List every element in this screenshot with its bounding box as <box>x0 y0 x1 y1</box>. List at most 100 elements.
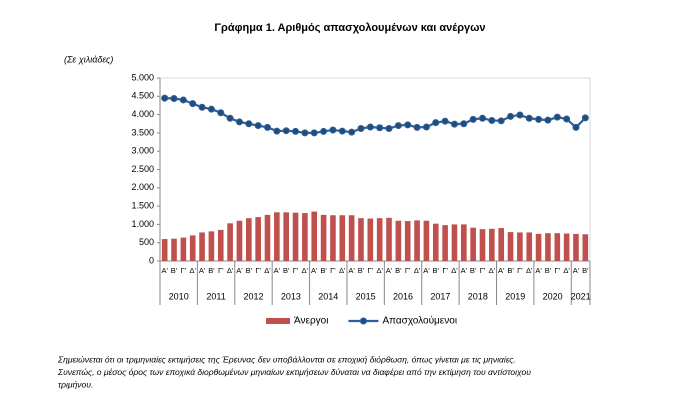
x-tick-label: Γ' <box>554 266 560 275</box>
x-tick-label: Γ' <box>368 266 374 275</box>
line-marker <box>320 127 328 135</box>
year-label: 2015 <box>356 291 376 301</box>
x-tick-label: Γ' <box>293 266 299 275</box>
year-label: 2011 <box>206 291 225 301</box>
bar <box>582 234 589 261</box>
line-marker <box>329 126 337 134</box>
bar <box>255 217 261 261</box>
year-label: 2014 <box>318 291 338 301</box>
y-tick-label: 3.500 <box>131 127 154 137</box>
line-marker <box>422 123 430 131</box>
line-marker <box>581 114 589 122</box>
line-marker <box>535 115 543 123</box>
bar <box>227 223 233 261</box>
x-tick-label: Β' <box>507 266 514 275</box>
bar <box>171 238 177 261</box>
line-marker <box>282 127 290 135</box>
x-tick-label: Β' <box>320 266 327 275</box>
legend-swatch <box>359 317 367 325</box>
line-marker <box>525 114 533 122</box>
bar <box>236 220 243 261</box>
line-marker <box>207 105 215 113</box>
x-tick-label: Α' <box>311 266 318 275</box>
bar <box>302 213 308 261</box>
line-marker <box>488 116 496 124</box>
bar <box>180 237 187 261</box>
x-tick-label: Α' <box>348 266 355 275</box>
line-marker <box>198 103 206 111</box>
legend-swatch <box>266 318 290 324</box>
line-marker <box>292 127 300 135</box>
bar <box>554 233 561 261</box>
x-tick-label: Γ' <box>218 266 224 275</box>
y-tick-label: 2.500 <box>131 164 154 174</box>
line-marker <box>450 120 458 128</box>
bar <box>526 232 533 261</box>
line-marker <box>245 120 253 128</box>
line-marker <box>516 111 524 119</box>
line-marker <box>413 123 421 131</box>
x-tick-label: Α' <box>161 266 168 275</box>
bar <box>358 218 364 261</box>
x-tick-label: Δ' <box>264 266 271 275</box>
line-marker <box>301 129 309 137</box>
bar <box>208 231 215 261</box>
bar <box>498 228 504 261</box>
bar <box>292 212 299 261</box>
x-tick-label: Β' <box>395 266 402 275</box>
line-marker <box>226 114 234 122</box>
x-tick-label: Β' <box>470 266 477 275</box>
x-tick-label: Δ' <box>563 266 570 275</box>
bar <box>320 214 327 261</box>
y-tick-label: 3.000 <box>131 146 154 156</box>
x-tick-label: Δ' <box>414 266 421 275</box>
x-tick-label: Δ' <box>376 266 383 275</box>
x-tick-label: Γ' <box>405 266 411 275</box>
line-marker <box>264 123 271 131</box>
bar <box>461 224 467 261</box>
line-marker <box>572 123 580 131</box>
year-label: 2016 <box>393 291 413 301</box>
line-marker <box>170 94 178 102</box>
bar <box>451 224 458 261</box>
unit-label: (Σε χιλιάδες) <box>64 54 113 64</box>
y-tick-label: 4.000 <box>131 109 154 119</box>
bar <box>517 232 523 261</box>
x-tick-label: Δ' <box>302 266 309 275</box>
year-label: 2013 <box>281 291 301 301</box>
bar <box>330 215 336 261</box>
x-tick-label: Γ' <box>255 266 261 275</box>
line-marker <box>507 112 515 120</box>
x-tick-label: Α' <box>573 266 580 275</box>
y-tick-label: 2.000 <box>131 182 154 192</box>
bar <box>470 227 476 261</box>
line-marker <box>179 96 187 104</box>
bar <box>246 218 252 261</box>
y-tick-label: 4.500 <box>131 91 154 101</box>
bar <box>489 228 495 261</box>
bar <box>404 221 411 261</box>
bar <box>545 233 551 261</box>
line-marker <box>460 120 468 128</box>
line-marker <box>497 117 505 125</box>
year-label: 2020 <box>543 291 563 301</box>
line-marker <box>394 122 402 130</box>
line-marker <box>217 109 225 117</box>
bar <box>311 211 318 261</box>
x-tick-label: Α' <box>535 266 542 275</box>
bar <box>423 220 430 261</box>
x-tick-label: Γ' <box>517 266 523 275</box>
bar <box>161 239 168 261</box>
x-tick-label: Δ' <box>189 266 196 275</box>
x-tick-label: Γ' <box>330 266 336 275</box>
bar <box>432 223 439 261</box>
bar <box>264 214 271 261</box>
y-tick-label: 5.000 <box>131 72 154 82</box>
line-marker <box>553 113 561 121</box>
line-marker <box>469 115 477 123</box>
bar <box>189 235 196 261</box>
year-label: 2017 <box>430 291 450 301</box>
year-label: 2018 <box>468 291 488 301</box>
footnote: Συνεπώς, ο μέσος όρος των εποχικά διορθω… <box>57 367 531 377</box>
